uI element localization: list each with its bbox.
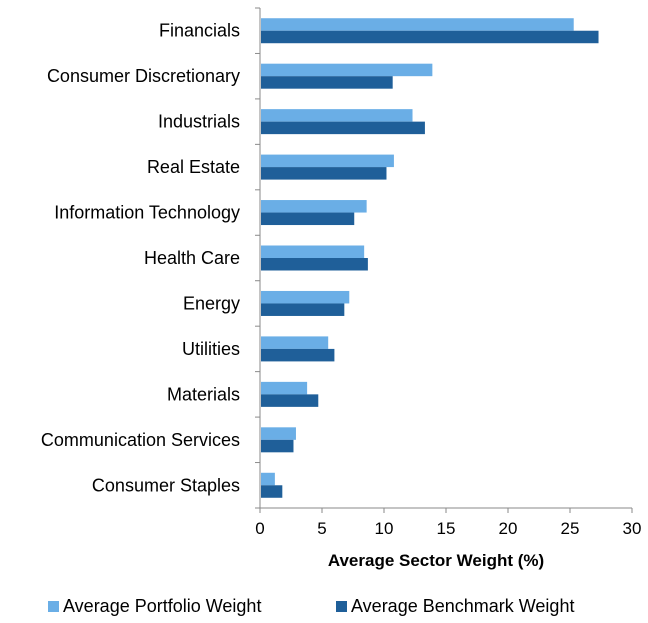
x-tick-label: 20	[499, 519, 518, 538]
category-label: Industrials	[158, 112, 240, 132]
legend-label-benchmark: Average Benchmark Weight	[351, 596, 575, 616]
bar-benchmark-weight	[261, 348, 335, 362]
x-tick-label: 25	[561, 519, 580, 538]
legend-swatch-benchmark	[336, 601, 347, 612]
bar-benchmark-weight	[261, 121, 425, 135]
category-label: Communication Services	[41, 430, 240, 450]
x-tick-label: 15	[437, 519, 456, 538]
bar-benchmark-weight	[261, 394, 319, 407]
legend: Average Portfolio Weight Average Benchma…	[0, 592, 648, 622]
category-label: Consumer Discretionary	[47, 66, 240, 86]
x-tick-label: 10	[375, 519, 394, 538]
bar-portfolio-weight	[261, 381, 308, 395]
category-label: Real Estate	[147, 157, 240, 177]
bar-benchmark-weight	[261, 76, 393, 89]
category-label: Financials	[159, 21, 240, 41]
bar-chart: Financials Consumer Discretionary Industri…	[41, 7, 641, 570]
bar-portfolio-weight	[261, 63, 433, 77]
bar-portfolio-weight	[261, 336, 329, 349]
bar-portfolio-weight	[261, 200, 367, 213]
bar-benchmark-weight	[261, 485, 283, 498]
category-label: Utilities	[182, 339, 240, 359]
x-tick-label: 0	[255, 519, 264, 538]
x-tick-label: 30	[623, 519, 642, 538]
x-tick-label: 5	[317, 519, 326, 538]
category-labels: Financials Consumer Discretionary Industri…	[41, 7, 260, 509]
bar-benchmark-weight	[261, 212, 355, 226]
bar-portfolio-weight	[261, 18, 574, 31]
x-axis-ticks: 0 5 10 15 20 25 30	[255, 508, 641, 538]
bar-portfolio-weight	[261, 427, 296, 440]
legend-item-benchmark: Average Benchmark Weight	[336, 596, 574, 617]
bar-benchmark-weight	[261, 258, 368, 271]
bar-portfolio-weight	[261, 154, 394, 168]
x-axis-title: Average Sector Weight (%)	[328, 551, 544, 570]
bar-benchmark-weight	[261, 439, 294, 453]
bar-portfolio-weight	[261, 472, 275, 486]
category-label: Information Technology	[54, 203, 240, 223]
category-label: Energy	[183, 293, 240, 313]
legend-item-portfolio: Average Portfolio Weight	[48, 596, 261, 617]
bar-benchmark-weight	[261, 303, 345, 316]
bar-portfolio-weight	[261, 290, 350, 304]
category-label: Materials	[167, 384, 240, 404]
category-label: Health Care	[144, 248, 240, 268]
category-label: Consumer Staples	[92, 475, 240, 495]
legend-label-portfolio: Average Portfolio Weight	[63, 596, 262, 616]
bars	[261, 18, 599, 498]
bar-portfolio-weight	[261, 245, 365, 258]
bar-portfolio-weight	[261, 109, 413, 122]
bar-benchmark-weight	[261, 30, 599, 44]
legend-swatch-portfolio	[48, 601, 59, 612]
bar-benchmark-weight	[261, 167, 387, 180]
